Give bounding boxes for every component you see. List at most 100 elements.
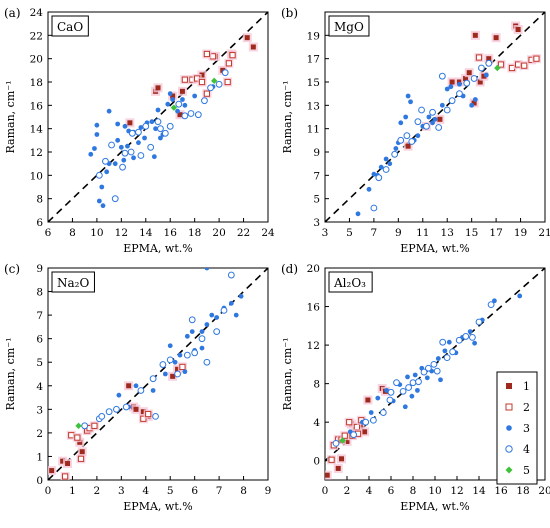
y-tick-label: 16 xyxy=(30,100,44,112)
data-point-series-3 xyxy=(233,312,239,318)
data-point-series-3 xyxy=(371,171,377,177)
data-point-series-4 xyxy=(448,97,456,105)
panel-letter: (c) xyxy=(4,262,20,276)
x-tick-label: 10 xyxy=(90,227,103,239)
y-tick-label: 0 xyxy=(313,456,320,468)
data-point-series-3 xyxy=(94,122,100,128)
data-point-series-2 xyxy=(229,52,236,59)
x-tick-label: 7 xyxy=(371,227,378,239)
chart-panel-3: 0 1 2 3 4 5 6 7 8 9 0 1 2 3 4 5 6 7 8 9 (c) Na₂O EPMA, wt.% Ram… xyxy=(4,262,271,513)
data-point-series-2 xyxy=(62,473,69,480)
data-point-series-4 xyxy=(128,129,136,137)
data-point-series-1 xyxy=(486,56,492,62)
title-box xyxy=(328,15,370,37)
data-point-series-4 xyxy=(191,349,199,357)
data-point-series-4 xyxy=(408,138,416,145)
data-point-series-4 xyxy=(393,379,400,387)
data-point-series-4 xyxy=(456,90,463,98)
legend-box xyxy=(496,371,538,485)
data-point-series-1 xyxy=(60,458,66,464)
data-point-series-1 xyxy=(477,79,483,85)
data-point-series-3 xyxy=(469,102,475,108)
data-point-series-3 xyxy=(151,154,157,160)
data-point-series-3 xyxy=(483,72,489,78)
data-point-series-1 xyxy=(471,100,477,106)
data-point-series-1 xyxy=(481,73,487,79)
x-tick-label: 14 xyxy=(472,485,486,497)
data-point-series-4 xyxy=(194,111,202,119)
data-point-series-3 xyxy=(415,387,420,393)
y-axis-label: Raman, cm⁻¹ xyxy=(281,338,294,411)
x-tick-label: 4 xyxy=(366,485,373,497)
plot-frame xyxy=(47,267,269,481)
data-point-series-1 xyxy=(126,383,132,389)
data-point-series-1 xyxy=(515,27,521,32)
y-tick-label: 15 xyxy=(307,77,320,89)
data-point-series-1 xyxy=(472,32,478,38)
data-point-series-3 xyxy=(177,352,183,358)
data-point-series-4 xyxy=(425,364,432,372)
y-tick-label: 6 xyxy=(36,217,43,229)
data-point-series-1 xyxy=(140,409,146,415)
data-point-series-2 xyxy=(203,90,210,97)
data-point-series-3 xyxy=(88,151,94,157)
data-point-series-3 xyxy=(142,135,147,141)
x-tick-label: 24 xyxy=(261,227,275,239)
data-point-series-4 xyxy=(475,318,483,326)
data-point-series-4 xyxy=(414,118,422,126)
data-point-series-4 xyxy=(157,125,164,133)
y-tick-label: 7 xyxy=(36,310,43,322)
data-point-series-3 xyxy=(517,293,523,299)
data-point-series-4 xyxy=(332,439,340,447)
data-point-series-2 xyxy=(225,60,232,67)
x-tick-label: 5 xyxy=(167,485,174,497)
y-tick-label: 9 xyxy=(36,263,43,275)
data-point-series-4 xyxy=(443,354,451,362)
x-tick-label: 7 xyxy=(216,485,223,497)
data-point-series-4 xyxy=(105,408,113,416)
data-point-series-3 xyxy=(136,140,141,146)
x-tick-label: 12 xyxy=(115,227,128,239)
legend-marker-4 xyxy=(505,445,513,453)
data-point-series-2 xyxy=(328,456,335,463)
y-tick-label: 6 xyxy=(36,334,43,346)
legend-label: 4 xyxy=(523,443,530,456)
data-point-series-1 xyxy=(250,44,256,50)
data-point-series-3 xyxy=(238,293,244,299)
data-point-series-4 xyxy=(386,396,394,404)
data-point-series-3 xyxy=(405,93,411,99)
y-tick-label: 14 xyxy=(30,124,44,136)
data-point-series-1 xyxy=(199,72,205,78)
x-tick-label: 8 xyxy=(69,227,76,239)
data-point-series-4 xyxy=(370,204,378,212)
data-point-series-4 xyxy=(382,166,390,173)
y-tick-label: 8 xyxy=(313,379,320,391)
data-point-series-3 xyxy=(472,97,478,102)
data-point-series-4 xyxy=(188,316,196,324)
chart-title: Al₂O₃ xyxy=(333,276,366,290)
x-tick-label: 22 xyxy=(237,227,250,239)
data-point-series-4 xyxy=(430,360,438,368)
data-point-series-3 xyxy=(368,410,374,415)
data-point-series-3 xyxy=(92,146,97,151)
plot-frame xyxy=(47,11,269,223)
data-point-series-3 xyxy=(472,340,477,346)
x-tick-label: 6 xyxy=(388,485,395,497)
data-point-series-3 xyxy=(162,371,168,377)
y-tick-label: 17 xyxy=(307,54,320,66)
data-point-series-3 xyxy=(403,114,409,120)
data-point-series-4 xyxy=(449,348,457,356)
data-point-series-4 xyxy=(152,413,159,420)
data-point-series-4 xyxy=(207,84,214,92)
data-point-series-4 xyxy=(350,431,358,439)
data-point-series-4 xyxy=(435,124,443,131)
data-point-series-3 xyxy=(402,404,408,410)
data-point-series-3 xyxy=(165,101,171,107)
y-tick-label: 3 xyxy=(313,217,320,229)
x-tick-label: 0 xyxy=(45,485,52,497)
data-point-series-3 xyxy=(228,300,234,306)
data-point-series-3 xyxy=(355,211,361,217)
data-point-series-3 xyxy=(448,84,454,90)
data-point-series-2 xyxy=(346,419,353,426)
data-point-series-2 xyxy=(140,415,147,422)
